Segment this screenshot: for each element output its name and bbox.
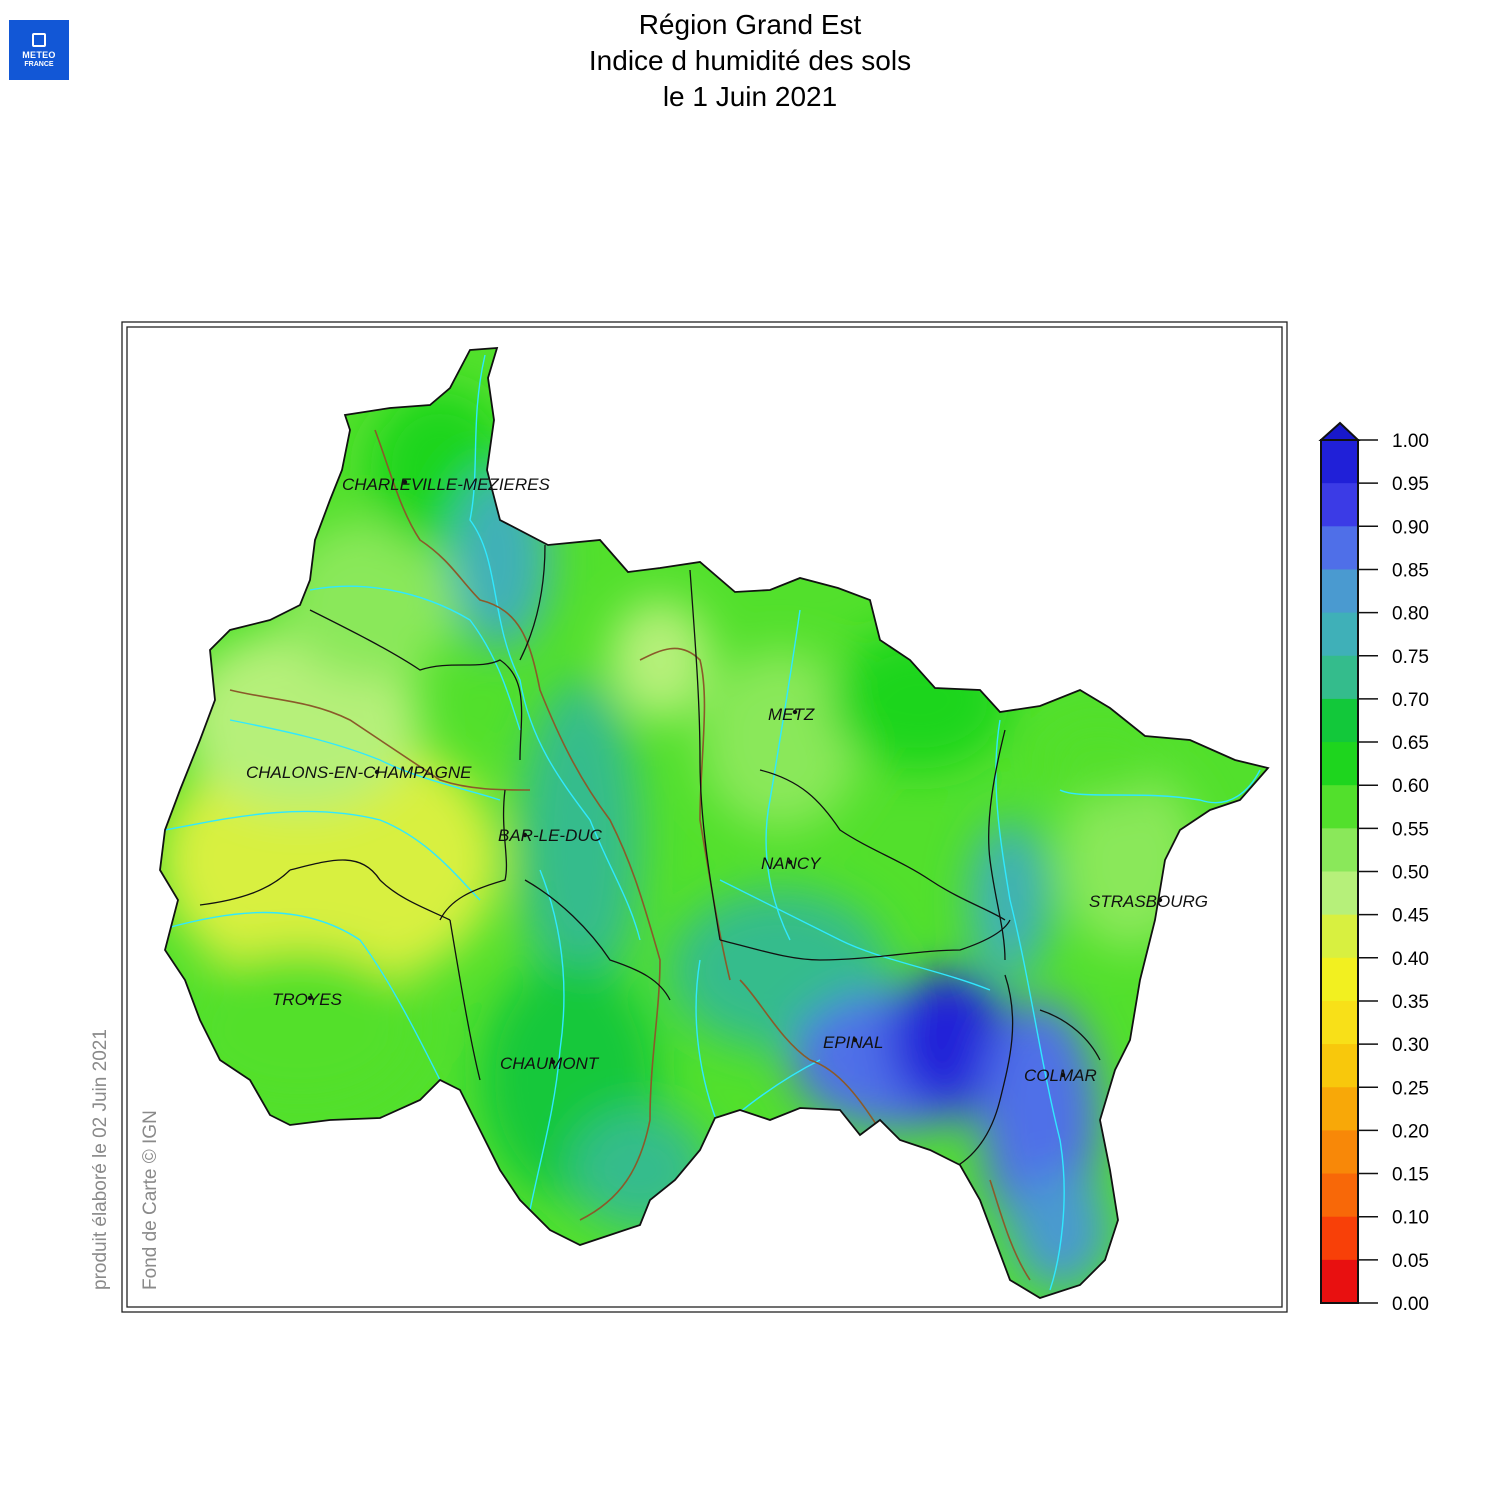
logo-text-line1: METEO <box>22 49 56 60</box>
city-label-epinal: EPINAL <box>823 1033 883 1052</box>
colorbar-tick-label: 0.85 <box>1392 560 1429 581</box>
colorbar-swatch <box>1321 871 1358 916</box>
colorbar-swatch <box>1321 698 1358 743</box>
colorbar-swatch <box>1321 957 1358 1002</box>
colorbar-tick-label: 0.95 <box>1392 474 1429 495</box>
colorbar-tick-label: 0.15 <box>1392 1165 1429 1186</box>
basemap-credit: Fond de Carte © IGN <box>140 1110 161 1290</box>
colorbar-swatch <box>1321 1216 1358 1261</box>
city-label-bar-le-duc: BAR-LE-DUC <box>498 826 603 845</box>
meteo-france-logo: METEO FRANCE <box>9 20 69 80</box>
logo-text-line2: FRANCE <box>24 60 54 68</box>
colorbar-tick-label: 0.40 <box>1392 949 1429 970</box>
plot-frame-outer <box>121 321 1288 1313</box>
colorbar-tick-label: 0.20 <box>1392 1121 1429 1142</box>
colorbar-tick-label: 0.90 <box>1392 517 1429 538</box>
colorbar-swatch <box>1321 1130 1358 1175</box>
city-labels: CHARLEVILLE-MEZIERES METZ CHALONS-EN-CHA… <box>246 475 1208 1085</box>
city-dot-colmar <box>1060 1072 1066 1078</box>
colorbar-tick-label: 0.55 <box>1392 819 1429 840</box>
city-dot-nancy <box>787 859 793 865</box>
colorbar-tick-label: 0.50 <box>1392 863 1429 884</box>
colorbar-swatch <box>1321 440 1358 484</box>
rivers <box>160 354 1261 1291</box>
city-dot-charleville <box>402 479 408 485</box>
city-dot-metz <box>792 709 798 715</box>
humidity-field <box>160 348 1268 1298</box>
colorbar-swatch <box>1321 1173 1358 1218</box>
city-label-nancy: NANCY <box>761 854 822 873</box>
city-dot-epinal <box>852 1037 858 1043</box>
colorbar-tick-label: 0.05 <box>1392 1251 1429 1272</box>
produced-date-note: produit élaboré le 02 Juin 2021 <box>90 1029 111 1290</box>
colorbar-tick-label: 0.00 <box>1392 1294 1429 1315</box>
catchment-boundaries <box>229 429 1031 1281</box>
colorbar-tick-label: 0.45 <box>1392 906 1429 927</box>
colorbar-swatch <box>1321 914 1358 959</box>
title-region: Région Grand Est <box>638 9 862 40</box>
colorbar-tick-label: 0.25 <box>1392 1078 1429 1099</box>
colorbar-swatch <box>1321 569 1358 614</box>
city-dot-troyes <box>307 995 313 1001</box>
colorbar-swatch <box>1321 612 1358 657</box>
colorbar-tick-label: 0.70 <box>1392 690 1429 711</box>
colorbar-swatch <box>1321 1000 1358 1045</box>
plot-frame-inner <box>126 326 1283 1308</box>
city-dot-chaumont <box>550 1059 556 1065</box>
city-label-chaumont: CHAUMONT <box>500 1054 600 1073</box>
city-label-colmar: COLMAR <box>1024 1066 1097 1085</box>
colorbar-tick-label: 0.80 <box>1392 604 1429 625</box>
city-label-strasbourg: STRASBOURG <box>1089 892 1208 911</box>
map-title-block: Région Grand Est Indice d humidité des s… <box>0 7 1500 115</box>
colorbar-tick-label: 0.60 <box>1392 776 1429 797</box>
colorbar-tick-label: 0.65 <box>1392 733 1429 754</box>
city-label-chalons-en-champagne: CHALONS-EN-CHAMPAGNE <box>246 763 472 782</box>
colorbar-swatch <box>1321 1259 1358 1304</box>
colorbar-tick-label: 0.35 <box>1392 992 1429 1013</box>
city-label-troyes: TROYES <box>272 990 343 1009</box>
colorbar-tick-label: 0.10 <box>1392 1208 1429 1229</box>
colorbar-swatch <box>1321 785 1358 829</box>
title-product: Indice d humidité des sols <box>588 45 912 76</box>
logo-mark-icon <box>32 32 46 47</box>
colorbar-swatch <box>1321 526 1358 570</box>
colorbar-swatch <box>1321 1087 1358 1131</box>
colorbar-tick-label: 0.30 <box>1392 1035 1429 1056</box>
colorbar-swatch <box>1321 742 1358 786</box>
city-label-metz: METZ <box>768 705 815 724</box>
colorbar-overflow-arrow <box>1318 421 1361 441</box>
colorbar-swatch <box>1321 1044 1358 1088</box>
colorbar-swatch <box>1321 828 1358 872</box>
department-borders <box>199 544 1101 1171</box>
colorbar: 1.00 0.95 0.90 0.85 0.80 0.75 0.70 0.65 0.60 0.55… <box>1318 421 1429 1315</box>
city-dot-bar-le-duc <box>522 832 528 838</box>
colorbar-swatch <box>1321 655 1358 700</box>
colorbar-ticks: 1.00 0.95 0.90 0.85 0.80 0.75 0.70 0.65 0.60 0.55… <box>1358 431 1429 1315</box>
colorbar-swatches <box>1321 440 1358 1304</box>
colorbar-swatch <box>1321 483 1358 527</box>
city-dot-strasbourg <box>1157 897 1163 903</box>
city-dot-chalons <box>374 769 380 775</box>
title-date: le 1 Juin 2021 <box>662 81 838 112</box>
colorbar-tick-label: 0.75 <box>1392 647 1429 668</box>
city-label-charleville-mezieres: CHARLEVILLE-MEZIERES <box>342 475 550 494</box>
colorbar-tick-label: 1.00 <box>1392 431 1429 452</box>
